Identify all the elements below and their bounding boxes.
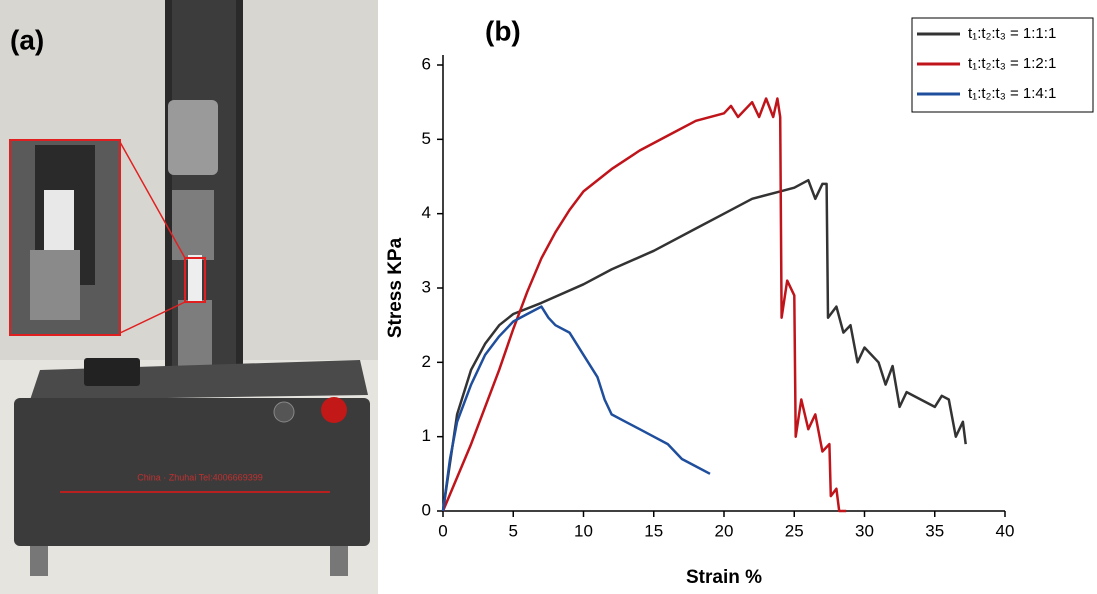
panel-label: (b) [485,15,521,46]
series-line [441,97,847,513]
photo: China · Zhuhai Tel:4006669399 (a) [0,0,378,594]
inset-grip [30,250,80,320]
x-tick-label: 35 [925,521,944,540]
machine-base [14,398,370,546]
specimen [188,255,202,303]
knob [273,401,295,423]
legend-label: t₁:t₂:t₃ = 1:1:1 [968,25,1056,42]
y-tick-label: 1 [422,426,431,445]
zoom-line [119,141,186,259]
x-tick-label: 5 [509,521,518,540]
x-tick-label: 0 [438,521,447,540]
chart: 0 5 10 15 20 25 30 35 40 0 1 2 3 4 5 6 Strain % Stress KP… [385,17,1094,588]
controller [84,358,140,386]
highlight-box [184,257,206,303]
stop-button [321,397,347,423]
y-tick-label: 5 [422,129,431,148]
machine-text: China · Zhuhai Tel:4006669399 [137,472,262,482]
y-tick-label: 3 [422,277,431,296]
lower-grip [178,300,212,370]
y-tick-label: 2 [422,352,431,371]
y-axis-label: Stress KPa [385,237,406,338]
y-tick-label: 0 [422,500,431,519]
foot [330,546,348,576]
load-cell [168,100,218,175]
x-tick-label: 30 [855,521,874,540]
x-tick-label: 40 [996,521,1015,540]
foot [30,546,48,576]
y-tick-label: 6 [422,54,431,73]
zoom-line [119,301,186,334]
legend-label: t₁:t₂:t₃ = 1:2:1 [968,55,1056,72]
legend-label: t₁:t₂:t₃ = 1:4:1 [968,85,1056,102]
x-tick-label: 10 [574,521,593,540]
x-tick-label: 20 [715,521,734,540]
x-tick-label: 25 [785,521,804,540]
series-line [441,178,967,512]
upper-grip [172,190,214,260]
series-line [441,305,711,512]
x-tick-label: 15 [644,521,663,540]
panel-label: (a) [10,24,44,55]
y-tick-label: 4 [422,203,431,222]
inset-specimen [44,190,74,250]
x-axis-label: Strain % [686,567,762,588]
